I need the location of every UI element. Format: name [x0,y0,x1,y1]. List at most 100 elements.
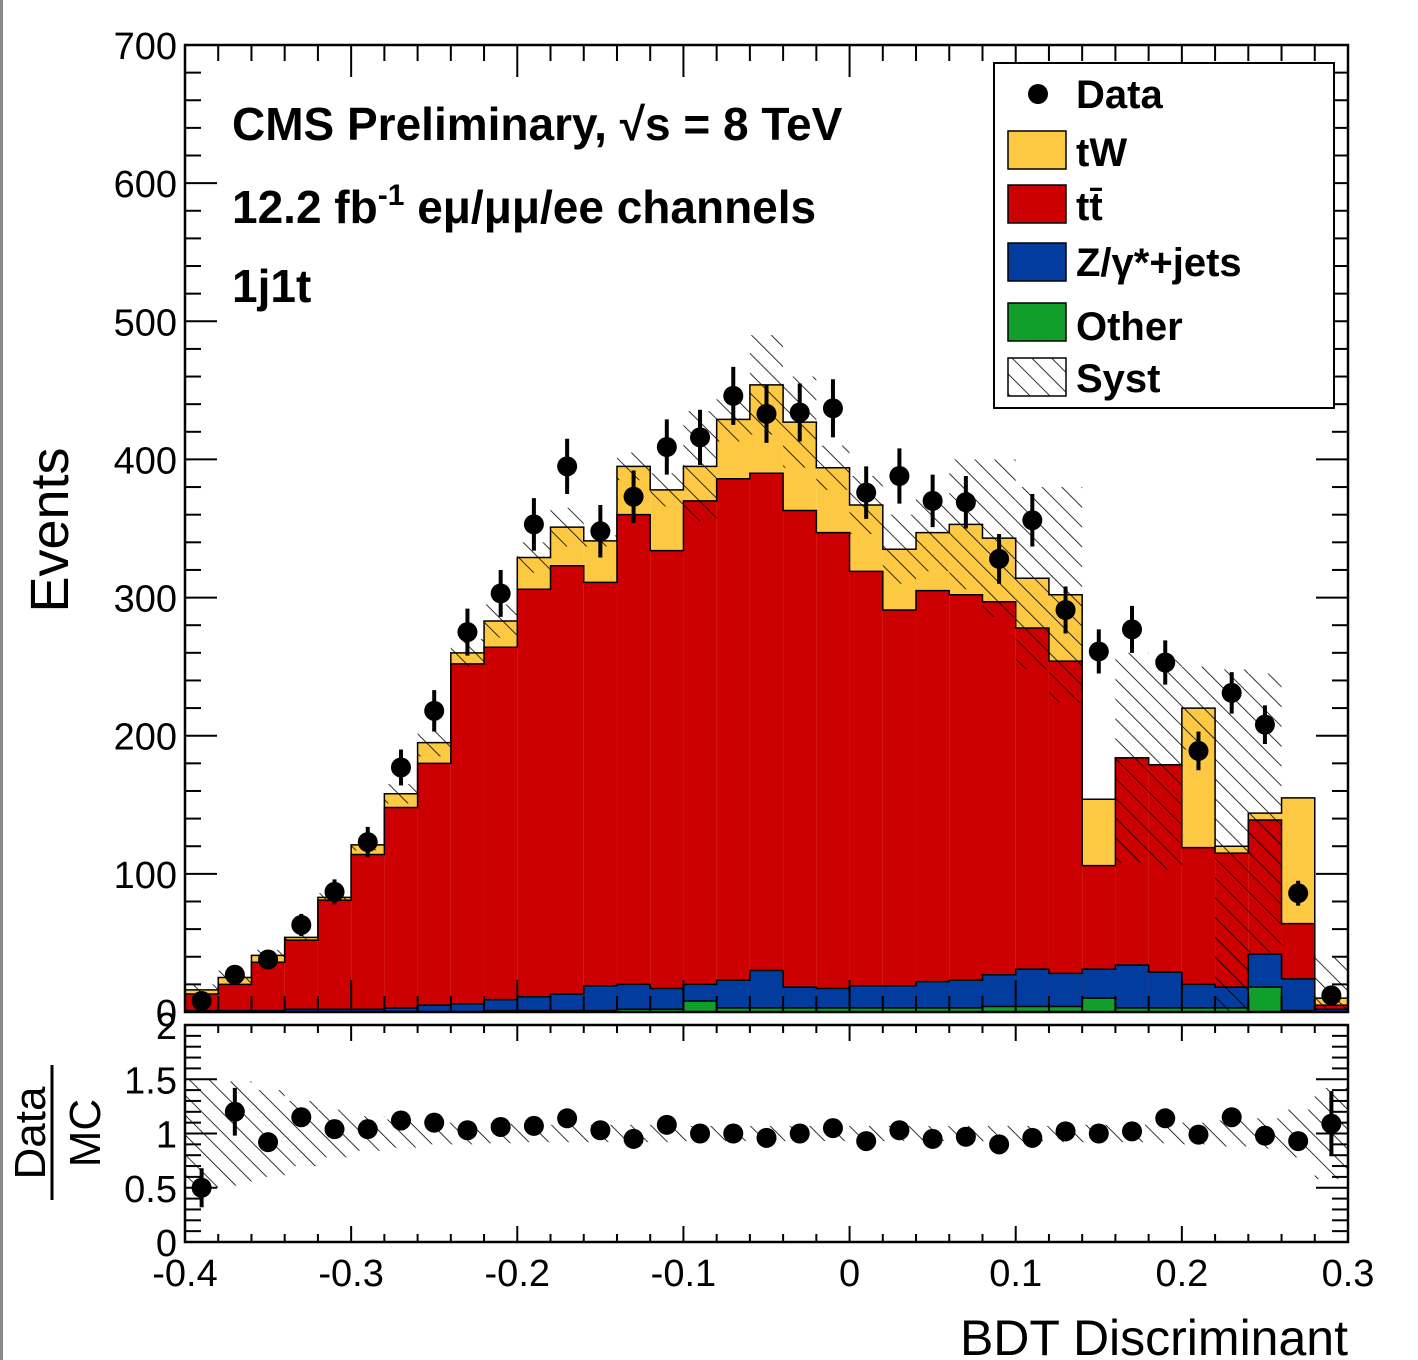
bar-ttbar-9 [484,647,518,1012]
bar-ttbar-3 [284,940,318,1012]
y-tick-label: 0 [156,993,177,1035]
ratio-syst-11 [550,1124,584,1143]
syst-band-21 [882,514,917,584]
ratio-point-12 [590,1120,611,1141]
bar-ttbar-23 [949,594,983,1012]
legend-swatch-ttbar [1007,184,1067,224]
main-plot-frame [183,43,1350,1014]
legend-label-zjets: Z/γ*+jets [1076,241,1242,285]
ratio-point-1 [224,1101,245,1122]
annotation-line2: 12.2 fb-1 eμ/μμ/ee channels [232,179,816,233]
ratio-point-14 [656,1114,677,1135]
ratio-point-9 [490,1116,511,1137]
legend-data-marker [1028,84,1048,104]
data-point-10 [523,514,544,535]
ratio-point-30 [1188,1124,1209,1145]
data-point-25 [1022,510,1043,531]
series-ttbar [184,472,1349,1013]
y-tick-label: 100 [114,855,177,897]
bar-other-14 [650,1009,684,1012]
ratio-y-axis-title: Data MC [6,1065,110,1200]
data-point-11 [557,456,578,477]
ratio-point-18 [789,1123,810,1144]
bar-zjets-29 [1148,971,1182,1012]
bar-ttbar-4 [317,900,352,1012]
syst-band-14 [650,473,684,507]
syst-band-31 [1215,669,1249,1012]
ratio-point-5 [357,1119,378,1140]
bar-other-16 [716,1007,750,1012]
bar-ttbar-24 [982,601,1016,1012]
data-point-14 [656,436,677,457]
bar-zjets-5 [351,1009,385,1012]
legend-label-syst: Syst [1076,357,1161,401]
data-point-4 [324,881,345,902]
annotation-line2-pre: 12.2 fb [232,181,378,233]
bar-other-18 [783,1007,817,1012]
x-tick-label: -0.4 [152,1253,217,1295]
data-point-22 [922,490,943,511]
data-point-5 [357,832,378,853]
x-tick-label: -0.1 [651,1253,716,1295]
bar-ttbar-20 [849,571,883,1012]
y-tick-label: 300 [114,579,177,621]
data-point-8 [457,622,478,643]
annotation-line2-post: eμ/μμ/ee channels [404,181,816,233]
ratio-point-24 [989,1134,1010,1155]
data-point-1 [224,964,245,985]
bar-zjets-12 [583,985,617,1012]
data-point-30 [1188,740,1209,761]
ratio-point-13 [623,1128,644,1149]
ratio-point-15 [690,1123,711,1144]
bar-other-30 [1181,1007,1216,1012]
bar-ttbar-15 [683,500,717,1012]
x-tick-label: 0.3 [1322,1253,1375,1295]
ratio-y-tick-label: 2 [156,1006,177,1048]
legend-swatch-other [1007,302,1067,342]
ratio-point-23 [955,1126,976,1147]
bar-other-25 [1015,1006,1049,1012]
bar-ttbar-26 [1048,661,1083,1012]
main-histogram-layer [184,384,1349,1013]
bar-ttbar-1 [218,984,252,1012]
bar-other-26 [1048,1006,1083,1012]
bar-other-21 [882,1007,917,1012]
syst-band-28 [1115,652,1149,863]
bar-ttbar-25 [1015,627,1049,1012]
data-point-33 [1288,883,1309,904]
ratio-y-title-numerator: Data [6,1086,55,1179]
bar-zjets-22 [916,981,950,1012]
syst-band-6 [384,784,418,804]
ratio-point-21 [889,1120,910,1141]
data-point-29 [1155,652,1176,673]
bar-other-23 [949,1007,983,1012]
annotation-line1-post: = 8 TeV [671,98,843,150]
ratio-y-tick-label: 0 [156,1223,177,1265]
data-point-19 [822,398,843,419]
bar-ttbar-5 [351,854,385,1012]
ratio-point-26 [1055,1121,1076,1142]
bar-zjets-3 [284,1009,318,1012]
ratio-syst-24 [982,1125,1016,1142]
data-point-13 [623,486,644,507]
ratio-point-6 [390,1110,411,1131]
ratio-point-8 [457,1120,478,1141]
syst-band-7 [417,728,451,757]
annotation-line1: CMS Preliminary, √s = 8 TeV [232,98,843,150]
ratio-point-20 [856,1131,877,1152]
ratio-point-34 [1321,1113,1342,1134]
data-point-7 [424,700,445,721]
x-axis-title: BDT Discriminant [960,1310,1348,1360]
data-point-24 [989,548,1010,569]
ratio-point-32 [1254,1125,1275,1146]
data-point-6 [390,757,411,778]
data-point-12 [590,521,611,542]
bar-zjets-14 [650,988,684,1012]
syst-band-29 [1148,659,1182,870]
bar-other-24 [982,1006,1016,1012]
ratio-syst-29 [1148,1123,1182,1144]
data-point-28 [1122,619,1143,640]
bar-ttbar-6 [384,807,418,1012]
syst-band-0 [185,984,219,996]
